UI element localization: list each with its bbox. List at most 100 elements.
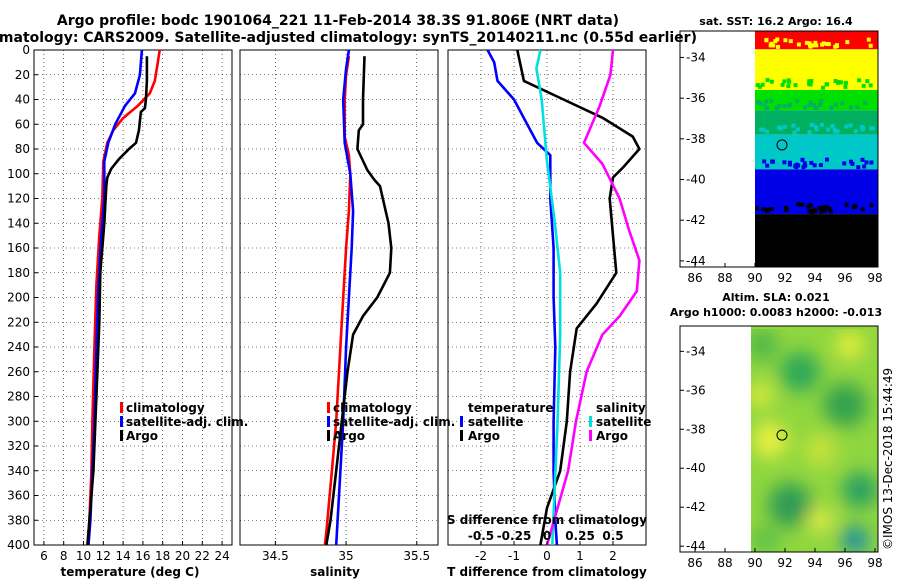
top-tick-label: 0.25 [565,529,595,543]
sla-blob [751,329,778,361]
sst-pixel [807,209,812,214]
sst-pixel [851,205,856,210]
sst-pixel [835,129,840,134]
lon-tick-label: 96 [837,271,852,285]
sst-pixel [801,165,806,170]
sst-pixel [755,83,760,88]
sst-pixel [764,105,769,110]
sst-pixel [762,103,767,108]
lat-tick-label: -40 [686,461,706,475]
sst-pixel [782,79,787,84]
sla-blob [823,383,867,427]
lat-tick-label: -42 [686,500,706,514]
legend-satellite: satellite-adj. clim. [126,415,248,429]
sst-pixel [861,126,866,131]
sst-pixel [814,127,819,132]
y-tick-label: 320 [7,439,30,453]
sst-pixel [764,99,769,104]
sla-blob [804,434,836,466]
legend-swatch-s-argo [589,430,592,441]
sst-pixel [791,123,796,128]
sst-pixel [765,78,770,83]
temperature-series [86,49,161,546]
sst-lat-axis: -34 -36 -38 -40 -42 -44 [680,50,706,268]
sst-band [755,214,878,267]
lat-tick-label: -40 [686,173,706,187]
sst-pixel [773,39,778,44]
difference-grid [448,49,646,546]
difference-series [486,49,641,546]
sst-pixel [865,79,870,84]
argo-location-marker [776,429,788,441]
sst-pixel [829,105,834,110]
x-tick-label: 35 [338,549,353,563]
sst-pixel [807,130,812,135]
lat-tick-label: -34 [686,50,706,64]
legend-swatch-climatology [327,402,330,413]
sst-pixel [868,83,873,88]
sst-pixel [759,127,764,132]
x-tick-label: 20 [175,549,190,563]
sst-pixel [810,122,815,127]
lon-tick-label: 98 [867,271,882,285]
temperature-xlabel: temperature (deg C) [61,565,200,579]
sst-pixel [756,100,760,105]
sst-pixel [762,159,767,164]
lat-tick-label: -34 [686,344,706,358]
sla-map-frame [679,325,879,553]
sla-blob [780,352,820,392]
legend-swatch-climatology [120,402,123,413]
argo-location-marker [776,139,788,151]
sst-pixel [808,44,813,49]
sst-pixel [794,162,799,167]
sst-pixel [757,84,762,89]
legend-s-satellite: satellite [596,415,651,429]
top-tick-label: -0.5 [468,529,494,543]
legend-s-argo: Argo [596,429,628,443]
sst-pixel [843,80,848,85]
sst-pixel [811,43,815,48]
legend-title-salinity: salinity [596,401,646,415]
sst-pixel [869,160,874,165]
sla-blob [808,508,832,532]
sst-pixel [782,160,787,165]
sla-lat-axis: -34 -36 -38 -40 -42 -44 [680,344,706,553]
series-line-satellite-adj-clim- [334,49,355,546]
sst-pixel [800,157,805,162]
sst-pixel [788,39,793,44]
legend-t-satellite: satellite [468,415,523,429]
sst-pixel [755,206,759,211]
x-tick-label: 34.5 [262,549,289,563]
sst-pixel [850,162,855,166]
series-line-climatology [323,56,352,546]
sst-pixel [786,84,791,89]
sst-pixel [807,41,812,46]
sst-pixel [817,205,822,210]
s-difference-label: S difference from climatology [447,513,647,527]
salinity-x-axis: 34.5 35 35.5 [262,541,430,563]
sst-pixel [765,207,770,212]
sst-pixel [814,43,819,48]
sst-pixel [807,79,812,84]
legend-swatch-satellite [120,416,123,427]
sst-pixel [822,208,827,213]
sst-pixel [812,163,817,168]
sst-pixel [776,125,781,130]
s-difference-x-axis: -0.5 -0.25 0 0.25 0.5 [468,529,624,543]
y-tick-label: 0 [22,43,30,57]
y-tick-label: 60 [15,117,30,131]
sst-pixel [836,80,841,85]
sst-pixel [795,98,800,103]
sst-pixel [839,80,844,85]
y-tick-label: 180 [7,266,30,280]
sst-pixel [782,104,787,108]
sst-lon-axis: 86 88 90 92 94 96 98 [687,263,883,285]
sst-pixel [835,43,839,48]
x-tick-label: 10 [76,549,91,563]
sst-pixel [803,105,807,110]
sst-pixel [842,161,847,166]
sst-map-panel: sat. SST: 16.2 Argo: 16.4 -34 -36 -38 -40 -4… [679,15,883,285]
sst-pixel [783,205,788,210]
sst-band [755,31,878,50]
title-line-1: Argo profile: bodc 1901064_221 11-Feb-20… [57,13,619,29]
